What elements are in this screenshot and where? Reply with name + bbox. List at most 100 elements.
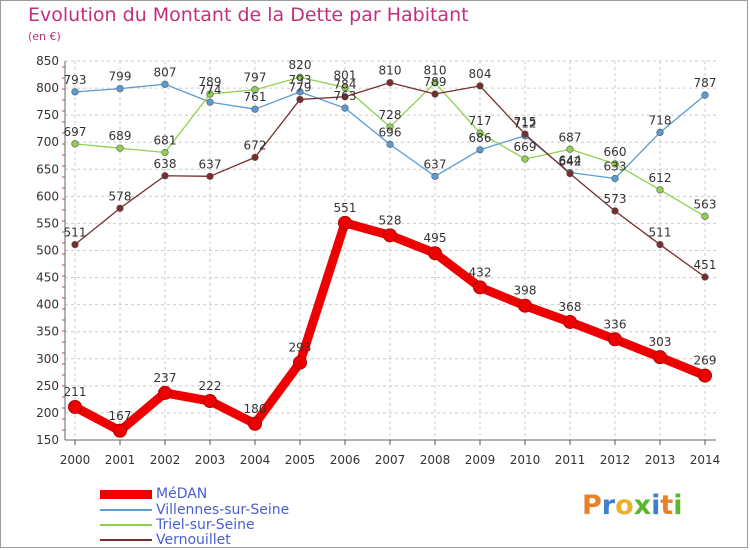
- data-point-villennes: [71, 88, 79, 96]
- data-point-vernouillet: [341, 93, 349, 101]
- logo-letter: t: [660, 490, 674, 521]
- data-label-medan: 551: [334, 201, 357, 215]
- x-tick-label: 2000: [60, 453, 91, 467]
- data-point-villennes: [341, 104, 349, 112]
- x-tick-label: 2010: [510, 453, 541, 467]
- data-point-triel: [476, 129, 484, 137]
- y-tick-label: 650: [36, 162, 59, 176]
- data-point-triel: [521, 155, 529, 163]
- y-tick-label: 600: [36, 189, 59, 203]
- data-point-medan: [428, 246, 442, 261]
- data-label-medan: 293: [289, 341, 312, 355]
- data-label-triel: 820: [289, 58, 312, 72]
- chart-title: Evolution du Montant de la Dette par Hab…: [28, 4, 469, 26]
- data-label-triel: 717: [469, 114, 492, 128]
- data-point-medan: [158, 385, 172, 400]
- data-point-medan: [293, 355, 307, 370]
- data-label-medan: 495: [424, 231, 447, 245]
- data-label-villennes: 787: [694, 76, 717, 90]
- data-label-vernouillet: 578: [109, 189, 132, 203]
- data-point-vernouillet: [566, 170, 574, 178]
- data-point-villennes: [386, 140, 394, 148]
- x-tick-label: 2001: [105, 453, 136, 467]
- logo-letter: i: [651, 490, 661, 521]
- data-point-triel: [116, 144, 124, 152]
- data-point-villennes: [296, 88, 304, 96]
- y-tick-label: 500: [36, 244, 59, 258]
- logo-letter: P: [582, 490, 602, 521]
- data-point-medan: [518, 298, 532, 313]
- data-label-triel: 660: [604, 145, 627, 159]
- data-label-triel: 810: [424, 64, 447, 78]
- data-point-medan: [68, 399, 82, 414]
- y-tick-label: 350: [36, 325, 59, 339]
- data-point-villennes: [206, 98, 214, 106]
- data-point-villennes: [116, 85, 124, 93]
- data-point-vernouillet: [386, 79, 394, 87]
- data-label-vernouillet: 451: [694, 258, 717, 272]
- x-tick-label: 2009: [465, 453, 496, 467]
- data-label-villennes: 799: [109, 70, 132, 84]
- data-point-villennes: [161, 80, 169, 88]
- data-label-vernouillet: 715: [514, 115, 537, 129]
- y-tick-label: 750: [36, 108, 59, 122]
- data-label-medan: 336: [604, 317, 627, 331]
- chart-unit: (en €): [28, 30, 61, 43]
- data-label-medan: 398: [514, 284, 537, 298]
- x-tick-label: 2014: [690, 453, 721, 467]
- data-point-medan: [338, 215, 352, 230]
- y-tick-label: 850: [36, 54, 59, 68]
- x-tick-label: 2003: [195, 453, 226, 467]
- data-label-vernouillet: 642: [559, 155, 582, 169]
- data-point-triel: [431, 79, 439, 87]
- x-tick-label: 2011: [555, 453, 586, 467]
- data-point-triel: [251, 86, 259, 94]
- data-point-medan: [653, 350, 667, 365]
- legend-label-triel: Triel-sur-Seine: [156, 517, 255, 533]
- x-tick-label: 2013: [645, 453, 676, 467]
- y-tick-label: 800: [36, 81, 59, 95]
- data-label-triel: 669: [514, 140, 537, 154]
- data-label-villennes: 774: [199, 83, 222, 97]
- data-point-villennes: [431, 172, 439, 180]
- y-tick-label: 250: [36, 379, 59, 393]
- y-tick-label: 550: [36, 216, 59, 230]
- x-tick-label: 2005: [285, 453, 316, 467]
- data-label-vernouillet: 672: [244, 138, 267, 152]
- data-point-villennes: [701, 91, 709, 99]
- legend-item-vernouillet: Vernouillet: [100, 532, 231, 548]
- data-label-triel: 687: [559, 130, 582, 144]
- data-label-triel: 789: [199, 75, 222, 89]
- data-label-vernouillet: 637: [199, 157, 222, 171]
- data-point-vernouillet: [116, 204, 124, 212]
- data-label-vernouillet: 638: [154, 157, 177, 171]
- legend-item-triel: Triel-sur-Seine: [100, 517, 255, 533]
- data-point-vernouillet: [521, 130, 529, 138]
- x-tick-label: 2004: [240, 453, 271, 467]
- y-tick-label: 400: [36, 298, 59, 312]
- data-label-triel: 681: [154, 134, 177, 148]
- data-point-medan: [248, 416, 262, 431]
- data-label-vernouillet: 511: [64, 226, 87, 240]
- x-tick-label: 2002: [150, 453, 181, 467]
- logo-letter: x: [633, 490, 652, 521]
- data-point-triel: [206, 90, 214, 98]
- data-point-villennes: [251, 105, 259, 113]
- x-tick-label: 2012: [600, 453, 631, 467]
- legend-swatch-triel: [100, 524, 152, 526]
- data-label-vernouillet: 804: [469, 67, 492, 81]
- data-label-medan: 222: [199, 379, 222, 393]
- data-label-villennes: 644: [559, 154, 582, 168]
- data-point-vernouillet: [296, 95, 304, 104]
- data-point-vernouillet: [611, 207, 619, 215]
- legend-label-villennes: Villennes-sur-Seine: [156, 502, 290, 518]
- data-point-medan: [203, 394, 217, 409]
- data-point-vernouillet: [431, 90, 439, 98]
- data-point-medan: [113, 423, 127, 438]
- data-label-villennes: 686: [469, 131, 492, 145]
- data-label-vernouillet: 573: [604, 192, 627, 206]
- y-tick-label: 200: [36, 406, 59, 420]
- data-point-medan: [563, 314, 577, 329]
- legend-label-medan: MéDAN: [156, 486, 208, 502]
- data-point-triel: [656, 186, 664, 194]
